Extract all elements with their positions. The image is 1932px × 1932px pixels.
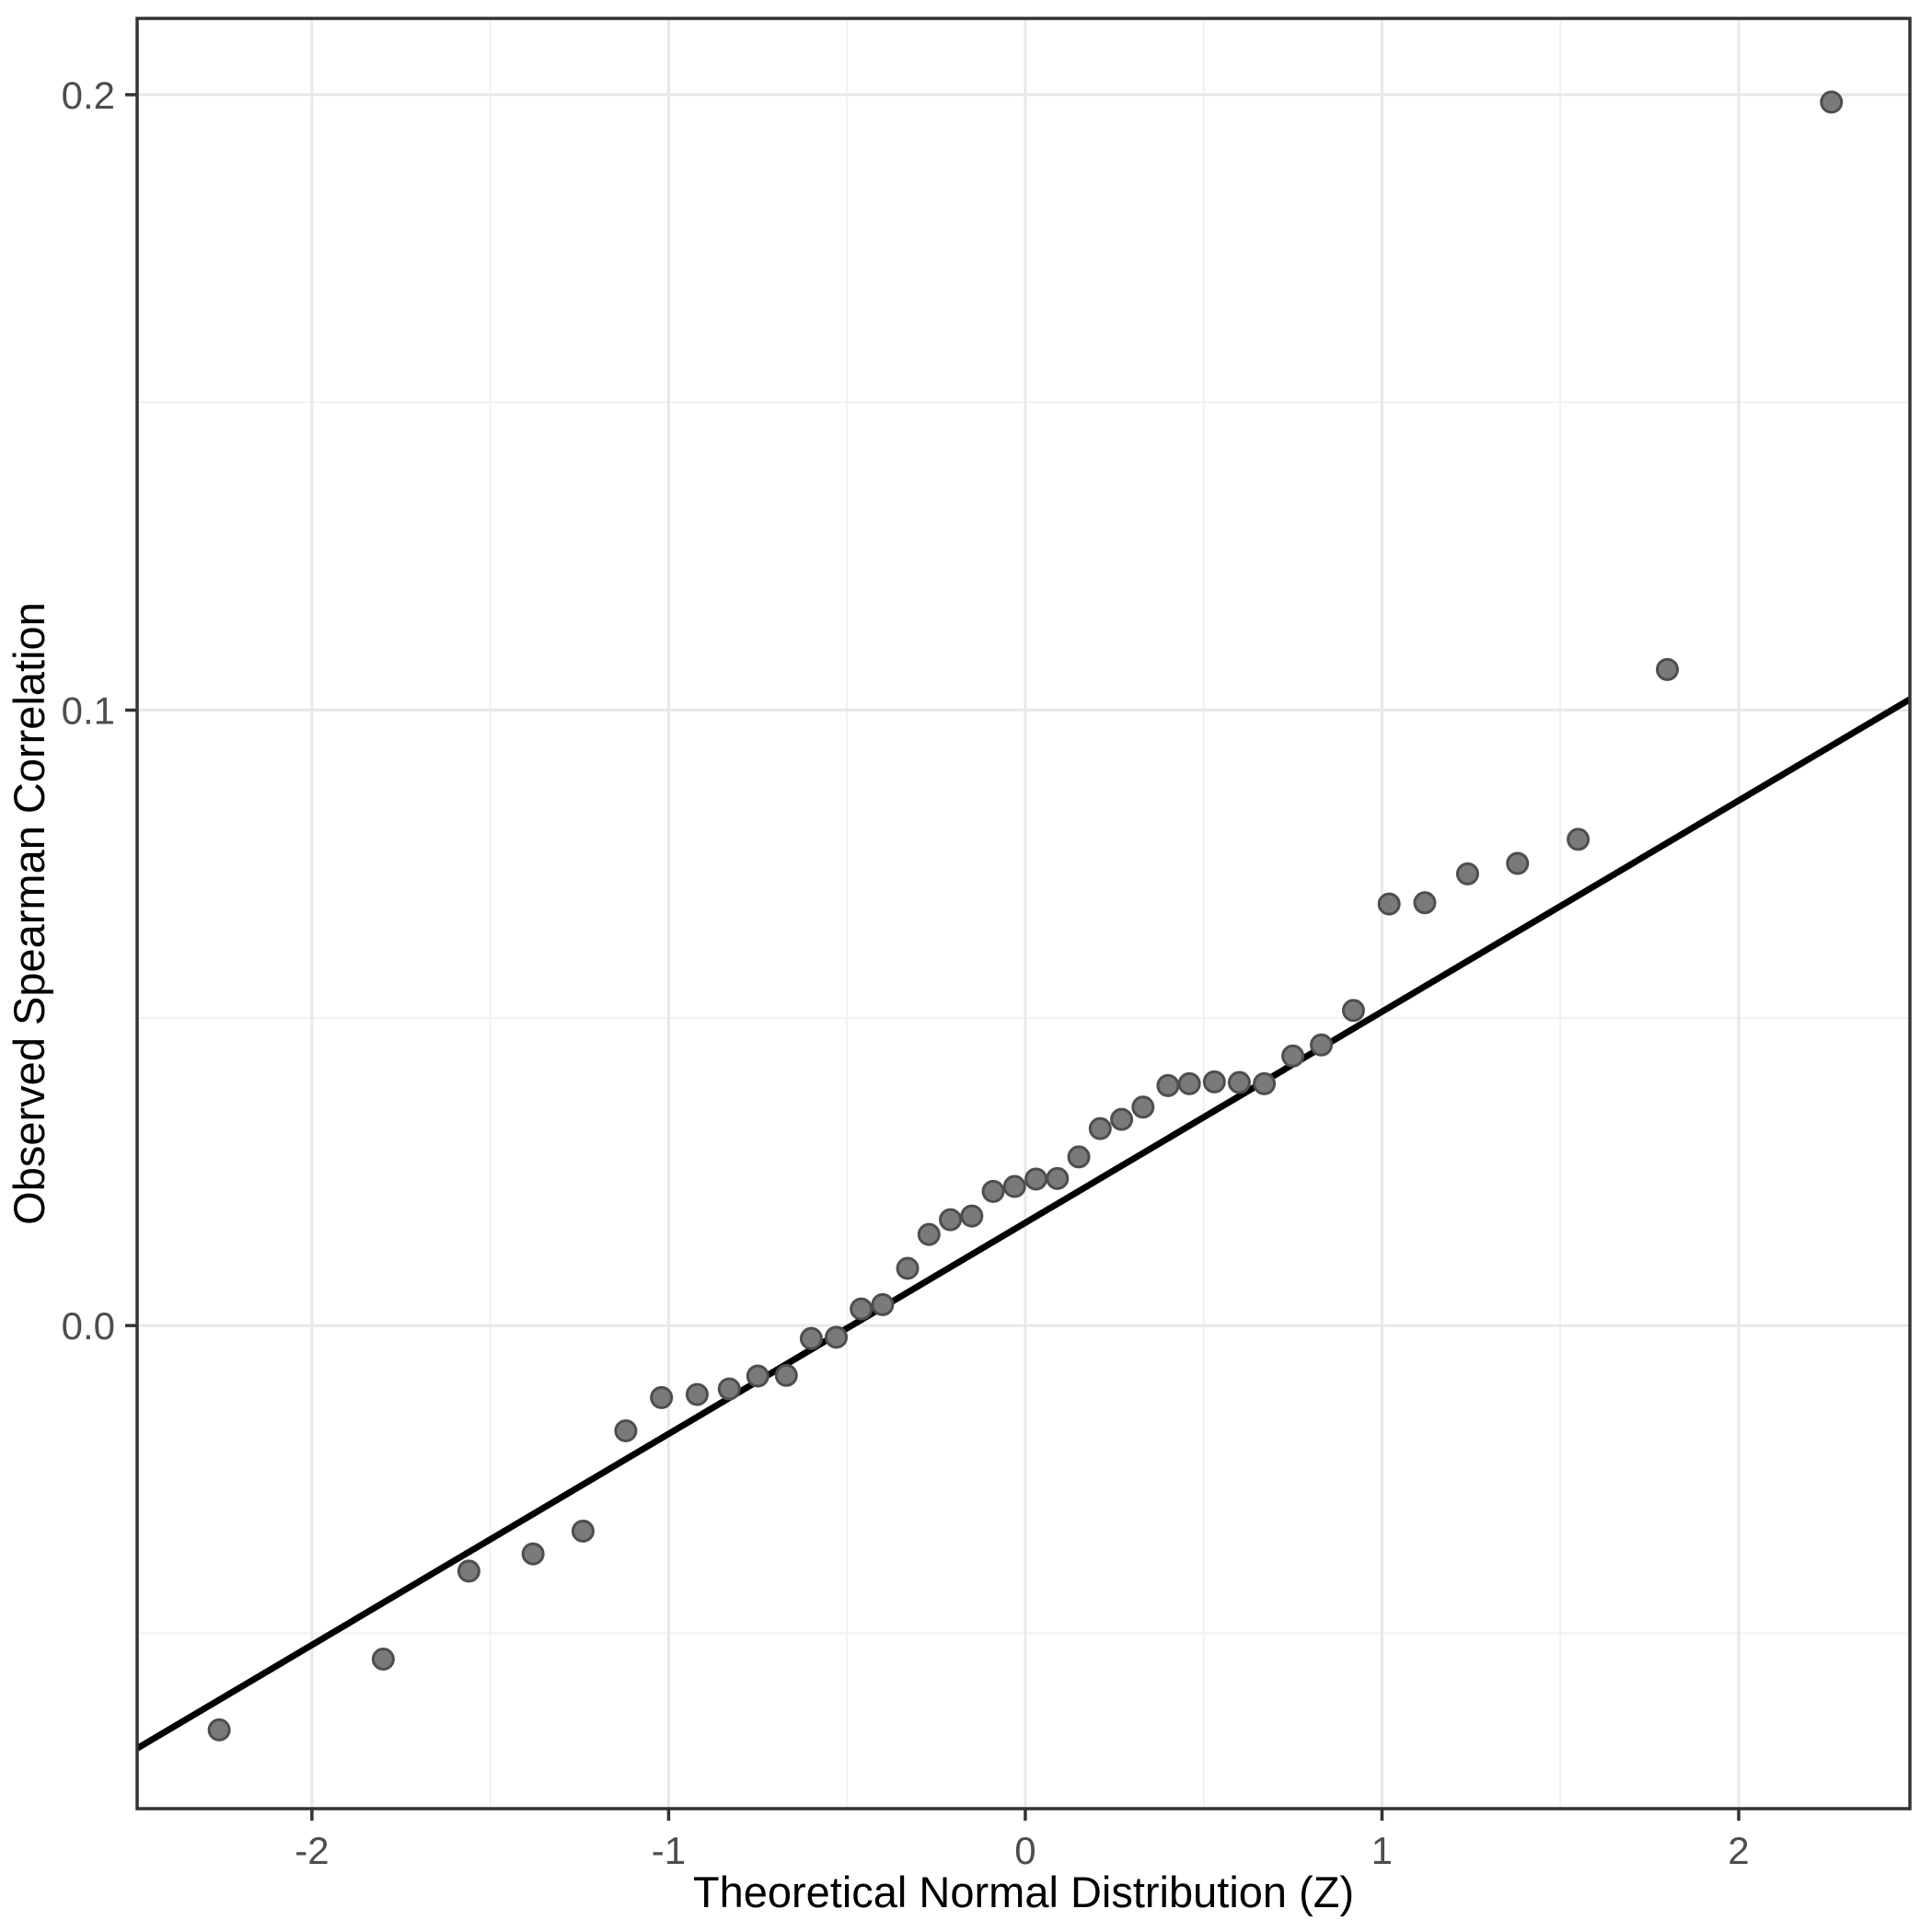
panel-border [135, 17, 1912, 1811]
data-point [1310, 1033, 1334, 1057]
data-point [1253, 1071, 1277, 1095]
data-point [1156, 1073, 1180, 1097]
x-tick-label: 1 [1371, 1829, 1393, 1872]
x-tick-label: -1 [652, 1829, 686, 1872]
data-point [981, 1179, 1005, 1203]
data-point [685, 1382, 709, 1406]
data-point [1820, 90, 1844, 114]
data-point [717, 1377, 741, 1401]
data-point [1567, 827, 1591, 851]
y-axis-ticks [125, 93, 137, 1327]
data-point [1002, 1174, 1026, 1198]
data-point [825, 1325, 849, 1349]
data-point [521, 1542, 545, 1566]
qq-reference-line [135, 696, 1912, 1752]
data-point [1177, 1071, 1201, 1095]
x-axis-title: Theoretical Normal Distribution (Z) [693, 1868, 1354, 1916]
data-point [650, 1385, 674, 1409]
y-axis-title: Observed Spearman Correlation [5, 602, 53, 1225]
data-point [799, 1326, 823, 1350]
data-point [1131, 1095, 1155, 1119]
data-point [1506, 851, 1530, 875]
data-point [614, 1418, 638, 1442]
y-tick-label: 0.2 [62, 74, 115, 117]
gridlines-major [137, 18, 1910, 1809]
data-point [1046, 1166, 1070, 1190]
data-point [1227, 1070, 1251, 1094]
data-point [1455, 862, 1479, 885]
data-point [960, 1204, 984, 1228]
data-point [850, 1297, 873, 1321]
data-point [1088, 1116, 1112, 1140]
data-point [896, 1256, 920, 1280]
x-tick-label: -2 [295, 1829, 329, 1872]
scatter-points [207, 90, 1844, 1741]
data-point [939, 1208, 963, 1232]
x-tick-label: 2 [1728, 1829, 1749, 1872]
x-axis-ticks [310, 1809, 1741, 1821]
data-point [1413, 891, 1437, 915]
y-tick-label: 0.1 [62, 689, 115, 733]
data-point [1341, 999, 1365, 1023]
data-point [1024, 1167, 1048, 1191]
x-axis-tick-labels: -2 -1 0 1 2 [295, 1829, 1749, 1872]
data-point [1281, 1044, 1305, 1068]
data-point [871, 1292, 895, 1316]
plot-panel-background [137, 18, 1910, 1809]
data-point [1377, 892, 1401, 916]
x-tick-label: 0 [1014, 1829, 1035, 1872]
y-tick-label: 0.0 [62, 1304, 115, 1348]
y-axis-tick-labels: 0.0 0.1 0.2 [62, 74, 115, 1348]
data-point [571, 1519, 595, 1543]
data-point [746, 1364, 769, 1388]
data-point [917, 1222, 941, 1246]
data-point [371, 1648, 395, 1672]
data-point [1067, 1145, 1091, 1169]
data-point [457, 1559, 480, 1583]
data-point [207, 1718, 231, 1741]
data-point [1110, 1107, 1134, 1131]
data-point [1202, 1070, 1226, 1093]
gridlines-minor [137, 18, 1910, 1809]
data-point [1655, 657, 1679, 681]
data-point [774, 1363, 798, 1387]
